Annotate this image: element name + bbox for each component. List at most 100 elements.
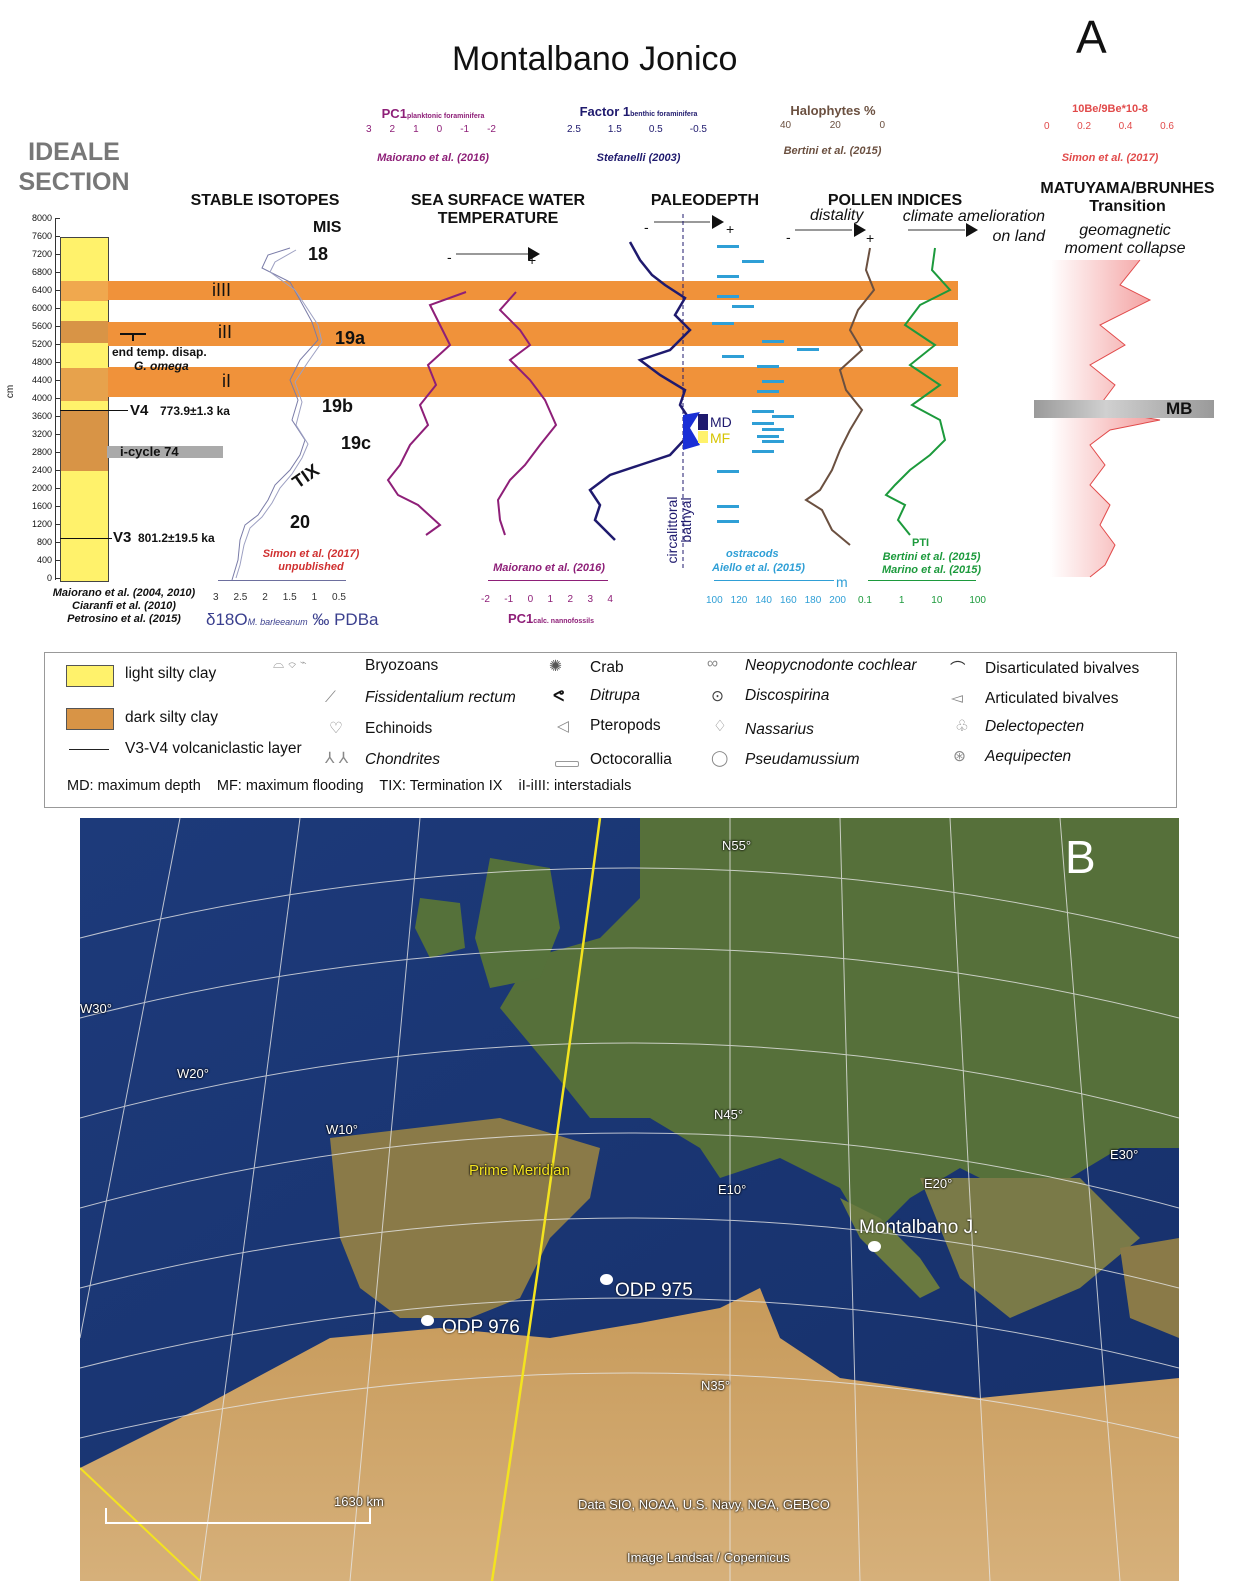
site-marker-montalbano[interactable] bbox=[868, 1241, 881, 1252]
geomag-line2: moment collapse bbox=[1064, 240, 1186, 257]
graticule-label: W20° bbox=[177, 1066, 209, 1081]
panel-a-letter: A bbox=[1076, 11, 1107, 63]
pti-curve bbox=[884, 247, 952, 536]
mis-stage: 20 bbox=[290, 512, 311, 532]
tick-label: 2.5 bbox=[233, 592, 248, 603]
site-marker-odp975[interactable] bbox=[600, 1274, 613, 1285]
paleodepth-fill bbox=[683, 412, 700, 450]
map-credit-image: Image Landsat / Copernicus bbox=[627, 1550, 790, 1565]
tick-label: -2 bbox=[487, 124, 496, 135]
depth-tick-label: 7200 bbox=[31, 249, 52, 259]
depth-tick-mark bbox=[55, 434, 60, 435]
graticule-label: E20° bbox=[924, 1176, 953, 1191]
scale-pc1-planktonic: PC1planktonic foraminifera bbox=[368, 105, 498, 123]
graticule-label: E30° bbox=[1110, 1147, 1139, 1162]
legend-neopycnodonte: Neopycnodonte cochlear bbox=[745, 657, 917, 674]
depth-tick-mark bbox=[55, 380, 60, 381]
land-british-isles bbox=[475, 858, 560, 988]
pc1-nanno-ticks: -2 -1 0 1 2 3 4 bbox=[481, 594, 613, 605]
section-title-line2: SECTION bbox=[18, 168, 130, 196]
ref-ostracods: Aiello et al. (2015) bbox=[712, 562, 805, 574]
depth-tick-mark bbox=[55, 470, 60, 471]
tick-label: 100 bbox=[969, 595, 986, 606]
header-sst: SEA SURFACE WATER TEMPERATURE bbox=[396, 192, 600, 228]
depth-tick-mark bbox=[55, 542, 60, 543]
ostracod-dash bbox=[752, 450, 774, 453]
depth-tick-mark bbox=[55, 524, 60, 525]
proxy-curves bbox=[231, 214, 952, 581]
section-title-line1: IDEALE bbox=[28, 138, 120, 166]
tick-label: 3 bbox=[587, 594, 594, 605]
depth-tick-label: 5200 bbox=[31, 339, 52, 349]
depth-tick-mark bbox=[55, 326, 60, 327]
ref-factor1: Stefanelli (2003) bbox=[596, 152, 681, 164]
graticule-label: E10° bbox=[718, 1182, 747, 1197]
pteropod-icon: ◁ bbox=[557, 718, 569, 735]
map-background bbox=[80, 818, 1179, 1581]
pti-ticks: 0.1 1 10 100 bbox=[858, 595, 986, 606]
legend-pseudamussium: Pseudamussium bbox=[745, 751, 860, 768]
tick-label: 1.5 bbox=[282, 592, 297, 603]
depth-tick-label: 6800 bbox=[31, 267, 52, 277]
tick-label: 160 bbox=[779, 595, 797, 606]
ostracod-dash bbox=[712, 322, 734, 325]
mb-band bbox=[1034, 400, 1214, 418]
v3-age: 801.2±19.5 ka bbox=[138, 531, 215, 545]
pti-axis-line bbox=[868, 580, 976, 589]
interstadial-band bbox=[108, 322, 958, 346]
ref-pc1-planktonic: Maiorano et al. (2016) bbox=[377, 152, 489, 164]
be-curve bbox=[1050, 259, 1161, 578]
depth-tick-mark bbox=[55, 362, 60, 363]
legend: light silty clay dark silty clay V3-V4 v… bbox=[44, 652, 1177, 808]
tick-label: 0.1 bbox=[858, 595, 872, 606]
interstadial-label: iII bbox=[218, 322, 233, 342]
tick-label: 0 bbox=[879, 120, 885, 131]
legend-bryozoans: Bryozoans bbox=[365, 657, 439, 674]
direction-arrows-top bbox=[654, 215, 978, 237]
site-marker-odp976[interactable] bbox=[421, 1315, 434, 1326]
d18o-axis-line bbox=[218, 580, 346, 589]
legend-octocorallia: Octocorallia bbox=[590, 751, 672, 768]
scale-sub: calc. nannofossils bbox=[533, 618, 594, 625]
ostracods-label: ostracods bbox=[726, 548, 779, 560]
tick-label: 0 bbox=[1044, 121, 1050, 132]
ostracod-dash bbox=[757, 390, 779, 393]
ostracod-dash bbox=[717, 275, 739, 278]
crab-icon: ✺ bbox=[549, 658, 562, 675]
i-cycle-bar bbox=[107, 446, 223, 458]
tick-label: 140 bbox=[755, 595, 772, 606]
sign-plus: + bbox=[528, 252, 537, 268]
fossil-marker-stem bbox=[132, 333, 134, 341]
graticule-label: N35° bbox=[701, 1378, 731, 1393]
legend-crab: Crab bbox=[590, 659, 624, 676]
ref-line: unpublished bbox=[278, 561, 344, 573]
sign-minus: - bbox=[786, 229, 791, 245]
pti-label: PTI bbox=[912, 537, 930, 549]
scale-name: Factor 1 bbox=[579, 104, 631, 119]
ref-line: Simon et al. (2017) bbox=[262, 548, 360, 560]
header-pollen: POLLEN INDICES bbox=[827, 192, 963, 209]
ref-pti: Bertini et al. (2015) Marino et al. (201… bbox=[874, 551, 989, 577]
map-scale-label: 1630 km bbox=[334, 1494, 384, 1509]
map-panel[interactable]: B N55° N45° N35° W30° W20° W10° E10° E20… bbox=[80, 818, 1179, 1581]
tick-label: 0 bbox=[436, 124, 443, 135]
ref-line: Bertini et al. (2015) bbox=[882, 551, 981, 563]
end-temp-note: end temp. disap. bbox=[112, 345, 207, 359]
geomag-line1: geomagnetic bbox=[1079, 222, 1171, 239]
ref-line: Marino et al. (2015) bbox=[881, 564, 982, 576]
legend-dark-clay: dark silty clay bbox=[125, 709, 219, 726]
scale-be: 10Be/9Be*10-8 bbox=[1072, 103, 1148, 115]
ostracod-dash bbox=[762, 428, 784, 431]
climate-line2: on land bbox=[992, 228, 1046, 245]
depth-tick-label: 4400 bbox=[31, 375, 52, 385]
depth-tick-label: 4800 bbox=[31, 357, 52, 367]
mis-stage: 19a bbox=[335, 328, 366, 348]
fissidentalium-icon: ⟋ bbox=[325, 689, 336, 706]
depth-tick-label: 2000 bbox=[31, 483, 52, 493]
tick-label: 1 bbox=[547, 594, 554, 605]
pc1-planktonic-ticks: 3 2 1 0 -1 -2 bbox=[366, 124, 496, 135]
map-credit-data: Data SIO, NOAA, U.S. Navy, NGA, GEBCO bbox=[578, 1497, 830, 1512]
lithology-column bbox=[60, 237, 109, 582]
v4-line bbox=[60, 410, 128, 411]
legend-abbreviations: MD: maximum depth MF: maximum flooding T… bbox=[67, 778, 632, 794]
